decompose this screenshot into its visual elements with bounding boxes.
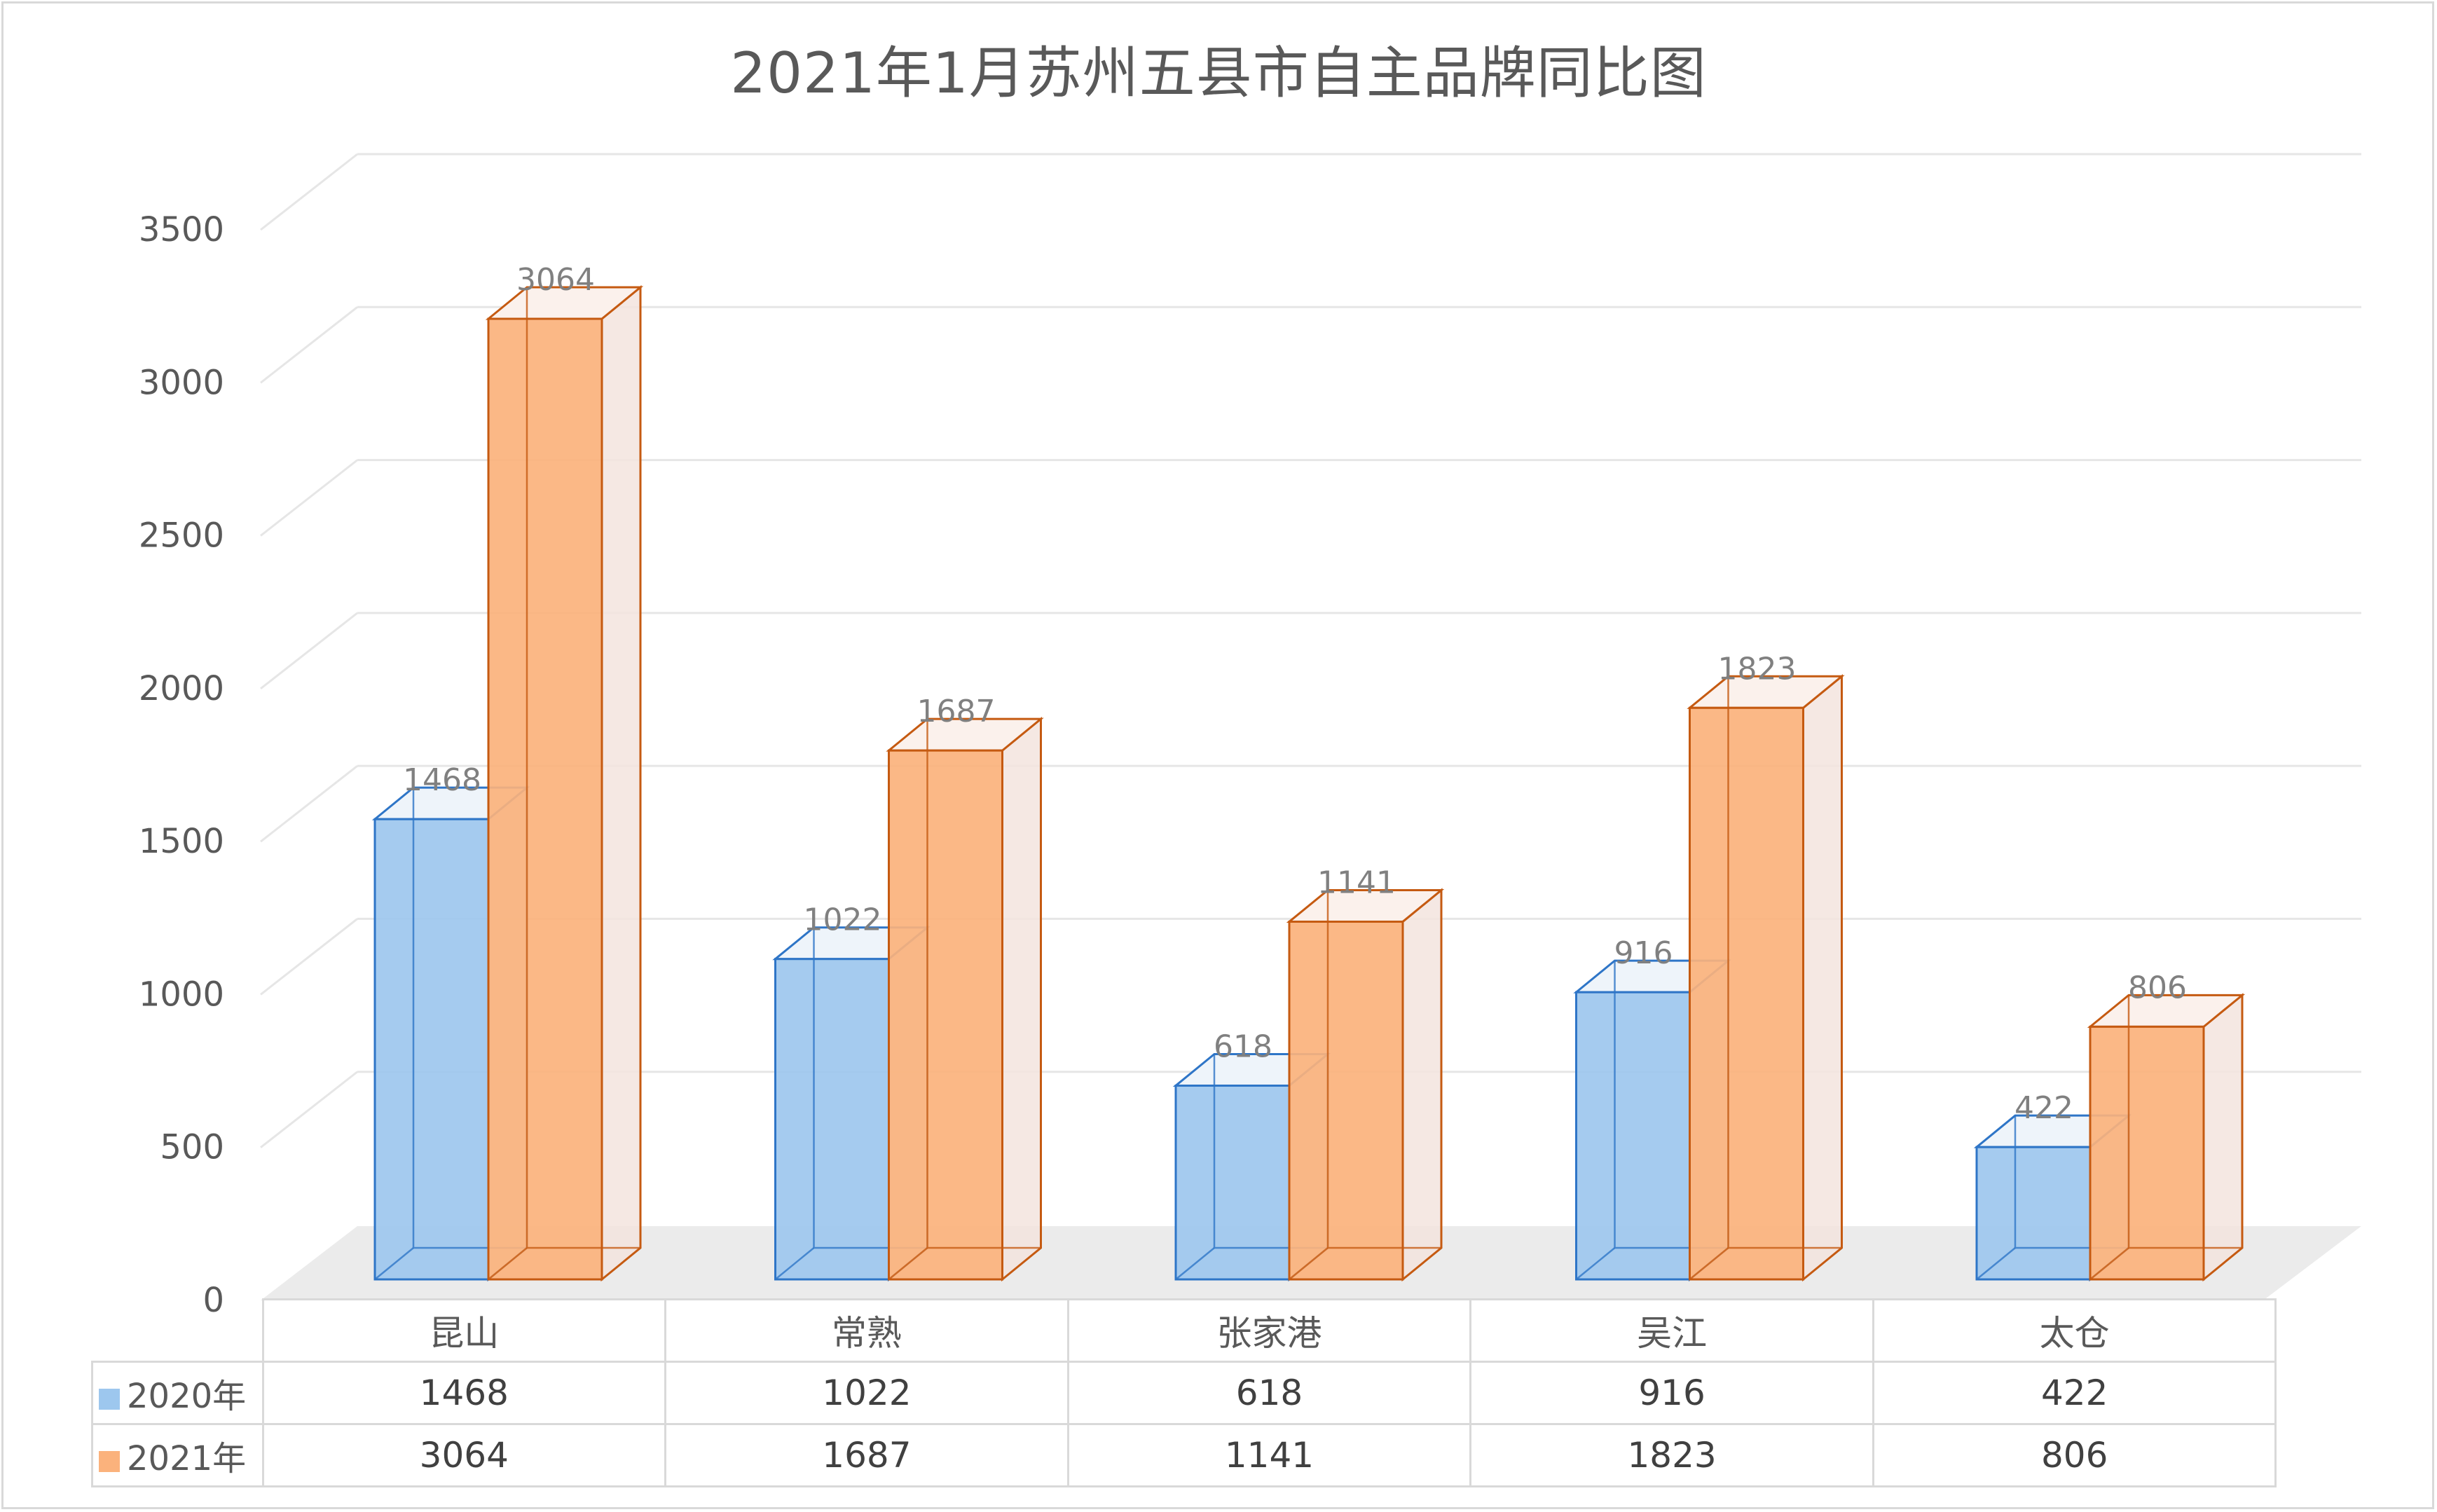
table-value: 618 (1066, 1361, 1472, 1425)
bar (373, 818, 490, 1281)
chart-title: 2021年1月苏州五县市自主品牌同比图 (730, 41, 1707, 106)
bar-inner-edge (888, 1247, 928, 1280)
data-label: 1022 (804, 902, 882, 938)
y-tick-label: 2500 (139, 516, 224, 556)
bar (2089, 1025, 2205, 1281)
y-tick-label: 1000 (139, 975, 224, 1014)
bar-inner-edge (1289, 1247, 1329, 1280)
table-value: 1687 (664, 1423, 1069, 1487)
table-value: 1823 (1469, 1423, 1874, 1487)
data-table: 昆山 常熟 张家港 吴江 太仓 2020年 1468 1022 618 916 422 2021年 30… (91, 1298, 2277, 1487)
bar-side (1802, 674, 1843, 1282)
bar-side (600, 284, 642, 1282)
gridline-side (260, 918, 358, 996)
table-value: 916 (1469, 1361, 1874, 1425)
bar (774, 958, 890, 1281)
gridline-side (260, 306, 358, 384)
gridline-side (260, 612, 358, 690)
gridline-side (260, 459, 358, 537)
legend-label: 2020年 (127, 1377, 247, 1416)
legend-swatch (99, 1389, 120, 1410)
y-tick-label: 2000 (139, 669, 224, 708)
legend-key: 2021年 (91, 1423, 264, 1487)
table-value: 1141 (1066, 1423, 1472, 1487)
bar (487, 317, 603, 1281)
category-label: 太仓 (1872, 1298, 2277, 1363)
data-label: 1141 (1317, 865, 1396, 900)
bar-inner-edge (2089, 1247, 2129, 1280)
data-label: 1687 (917, 694, 996, 729)
bar-inner-edge (488, 1247, 528, 1280)
data-label: 806 (2128, 970, 2187, 1005)
bar-side (1001, 716, 1042, 1282)
bar-inner-edge (1175, 1247, 1215, 1280)
category-label: 常熟 (664, 1298, 1069, 1363)
bar (1575, 991, 1691, 1281)
data-label: 618 (1214, 1029, 1272, 1064)
table-value: 422 (1872, 1361, 2277, 1425)
bar (1689, 706, 1804, 1281)
table-corner (92, 1299, 264, 1363)
data-label: 3064 (516, 262, 595, 298)
bar-inner-edge (374, 1247, 414, 1280)
gridline-side (260, 1071, 358, 1148)
bar-side (1401, 888, 1443, 1282)
table-row: 2020年 1468 1022 618 916 422 (91, 1361, 2277, 1425)
bar (888, 749, 1003, 1281)
bar (1288, 920, 1404, 1281)
legend-swatch (99, 1451, 120, 1472)
data-label: 1468 (403, 762, 481, 798)
gridline-side (260, 153, 358, 231)
bar-side (2202, 993, 2244, 1282)
gridline-side (260, 764, 358, 843)
y-tick-label: 1500 (139, 822, 224, 861)
table-value: 1022 (664, 1361, 1069, 1425)
bar-inner-edge (1575, 1247, 1616, 1280)
legend-label: 2021年 (127, 1439, 247, 1478)
category-label: 昆山 (261, 1298, 667, 1363)
bar-inner-edge (1689, 1247, 1729, 1280)
y-tick-label: 3500 (139, 210, 224, 249)
bar (1975, 1146, 2092, 1281)
bar-inner-edge (1976, 1247, 2016, 1280)
data-label: 422 (2014, 1090, 2073, 1126)
y-tick-label: 500 (160, 1128, 224, 1167)
y-tick-label: 3000 (139, 363, 224, 402)
table-value: 806 (1872, 1423, 2277, 1487)
legend-key: 2020年 (91, 1361, 264, 1425)
data-label: 916 (1614, 935, 1673, 971)
bar-inner-edge (774, 1247, 815, 1280)
category-label: 张家港 (1066, 1298, 1472, 1363)
category-label: 吴江 (1469, 1298, 1874, 1363)
table-value: 1468 (261, 1361, 667, 1425)
table-value: 3064 (261, 1423, 667, 1487)
bar (1174, 1084, 1291, 1281)
data-label: 1823 (1718, 651, 1797, 687)
table-row: 2021年 3064 1687 1141 1823 806 (91, 1423, 2277, 1487)
